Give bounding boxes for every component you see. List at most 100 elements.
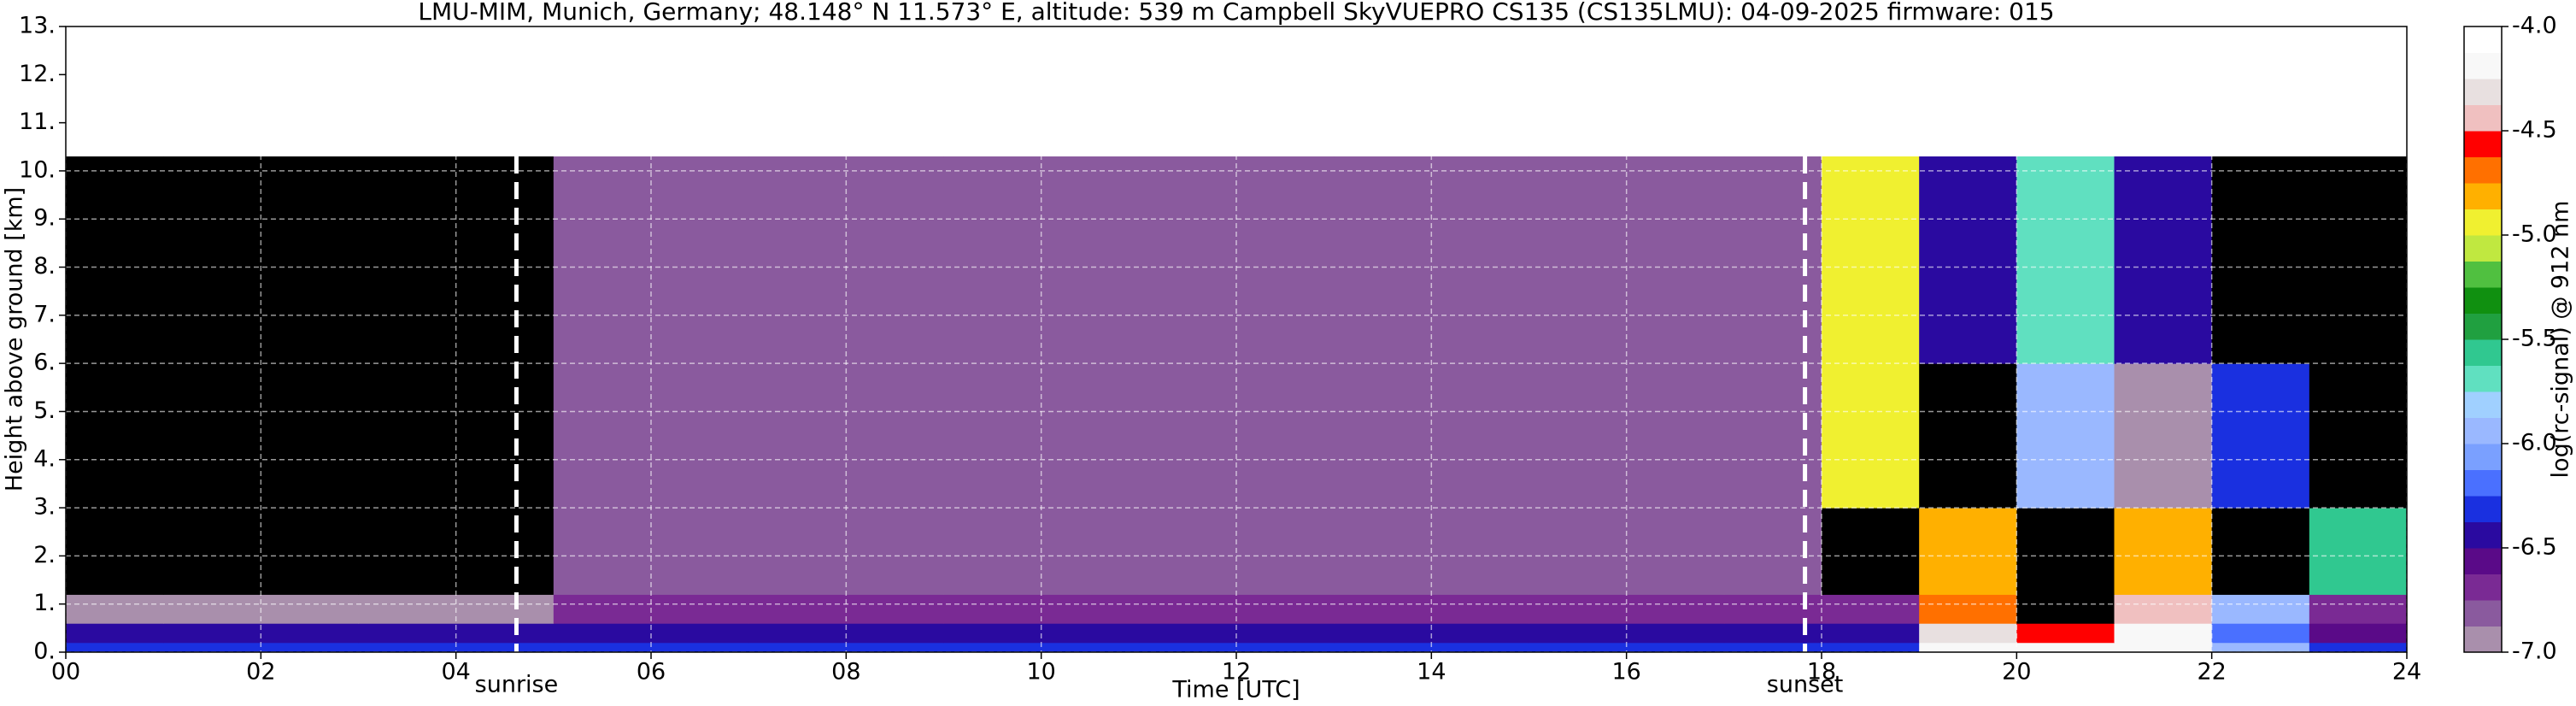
- heatmap-cell: [163, 156, 261, 364]
- heatmap-cell: [1822, 363, 1920, 509]
- heatmap-cell: [846, 623, 944, 644]
- heatmap-cell: [2016, 156, 2115, 364]
- heatmap-cell: [1626, 156, 1725, 364]
- heatmap-cell: [2114, 508, 2213, 595]
- heatmap-cell: [1236, 508, 1335, 595]
- x-tick-label: 18: [1807, 659, 1836, 685]
- y-axis-label: Height above ground [km]: [2, 187, 28, 491]
- heatmap-cell: [1626, 623, 1725, 644]
- y-tick-label: 9.: [33, 205, 56, 232]
- heatmap-cell: [1236, 594, 1335, 624]
- colorbar-swatch: [2464, 104, 2502, 132]
- heatmap-cell: [261, 363, 359, 509]
- heatmap-cell: [261, 642, 359, 653]
- x-tick-label: 04: [441, 659, 470, 685]
- heatmap-cell: [553, 508, 652, 595]
- heatmap-cell: [1334, 623, 1432, 644]
- heatmap-cell: [2309, 508, 2408, 595]
- x-tick-label: 16: [1611, 659, 1640, 685]
- colorbar-swatch: [2464, 574, 2502, 601]
- chart-title: LMU-MIM, Munich, Germany; 48.148° N 11.5…: [418, 0, 2054, 26]
- x-tick-label: 14: [1417, 659, 1446, 685]
- colorbar-swatch: [2464, 209, 2502, 236]
- x-tick-label: 22: [2197, 659, 2226, 685]
- heatmap-cell: [553, 623, 652, 644]
- heatmap-cell: [651, 594, 749, 624]
- heatmap-cell: [943, 363, 1042, 509]
- x-axis-label: Time [UTC]: [1171, 677, 1300, 703]
- heatmap-cell: [846, 156, 944, 364]
- heatmap-cell: [261, 594, 359, 624]
- heatmap-cell: [1723, 363, 1822, 509]
- colorbar-swatch: [2464, 156, 2502, 184]
- heatmap-cell: [1919, 508, 2017, 595]
- heatmap-cell: [2114, 642, 2213, 653]
- heatmap-cell: [1529, 508, 1628, 595]
- colorbar-tick-label: -7.0: [2512, 638, 2557, 665]
- heatmap-cell: [1041, 363, 1140, 509]
- colorbar-tick-label: -4.5: [2512, 117, 2557, 144]
- heatmap-cell: [455, 642, 555, 653]
- colorbar-swatch: [2464, 469, 2502, 497]
- heatmap-cell: [358, 508, 457, 595]
- heatmap-cell: [1626, 594, 1725, 624]
- annotation-label: sunset: [1767, 672, 1844, 698]
- heatmap-cell: [261, 508, 359, 595]
- heatmap-cell: [651, 623, 749, 644]
- heatmap-cell: [1138, 363, 1237, 509]
- heatmap-cell: [1041, 642, 1140, 653]
- colorbar-swatch: [2464, 521, 2502, 549]
- heatmap-cell: [358, 594, 457, 624]
- y-tick-label: 6.: [33, 350, 56, 376]
- y-tick-label: 10.: [19, 156, 56, 183]
- colorbar-swatch: [2464, 339, 2502, 366]
- heatmap-cell: [1334, 363, 1432, 509]
- heatmap-cell: [2211, 156, 2310, 364]
- heatmap-cell: [1626, 508, 1725, 595]
- heatmap-cell: [2309, 363, 2408, 509]
- heatmap-cell: [553, 642, 652, 653]
- y-tick-label: 13.: [19, 13, 56, 39]
- heatmap-cell: [1919, 594, 2017, 624]
- heatmap-cell: [2211, 623, 2310, 644]
- heatmap-cell: [66, 363, 164, 509]
- colorbar-swatch: [2464, 548, 2502, 574]
- heatmap-cell: [1723, 642, 1822, 653]
- y-tick-label: 7.: [33, 301, 56, 327]
- heatmap-cell: [943, 594, 1042, 624]
- heatmap-cell: [1919, 623, 2017, 644]
- heatmap-cell: [1723, 156, 1822, 364]
- heatmap-cell: [651, 642, 749, 653]
- heatmap-cell: [846, 363, 944, 509]
- heatmap-cell: [1431, 594, 1529, 624]
- heatmap-cell: [748, 156, 847, 364]
- heatmap-cell: [455, 363, 555, 509]
- heatmap-cell: [1431, 642, 1529, 653]
- heatmap-cell: [2211, 508, 2310, 595]
- heatmap-cell: [1822, 508, 1920, 595]
- x-tick-label: 02: [246, 659, 275, 685]
- colorbar-swatch: [2464, 79, 2502, 105]
- heatmap-cell: [943, 642, 1042, 653]
- heatmap-cell: [1919, 156, 2017, 364]
- heatmap-cell: [358, 623, 457, 644]
- heatmap-cell: [553, 156, 652, 364]
- colorbar-swatch: [2464, 365, 2502, 392]
- colorbar-swatch: [2464, 183, 2502, 209]
- heatmap-cell: [1236, 623, 1335, 644]
- heatmap-cell: [2309, 642, 2408, 653]
- heatmap-cell: [1041, 156, 1140, 364]
- heatmap-cell: [943, 623, 1042, 644]
- heatmap-cell: [66, 623, 164, 644]
- colorbar-tick-label: -6.5: [2512, 534, 2557, 561]
- heatmap-cell: [66, 156, 164, 364]
- colorbar-tick-label: -5.0: [2512, 221, 2557, 248]
- heatmap-cell: [651, 363, 749, 509]
- heatmap-cell: [1529, 594, 1628, 624]
- heatmap-cell: [846, 642, 944, 653]
- heatmap-cell: [1041, 594, 1140, 624]
- y-tick-label: 8.: [33, 253, 56, 279]
- colorbar-swatch: [2464, 261, 2502, 288]
- y-tick-label: 5.: [33, 397, 56, 424]
- annotation-label: sunrise: [475, 672, 559, 698]
